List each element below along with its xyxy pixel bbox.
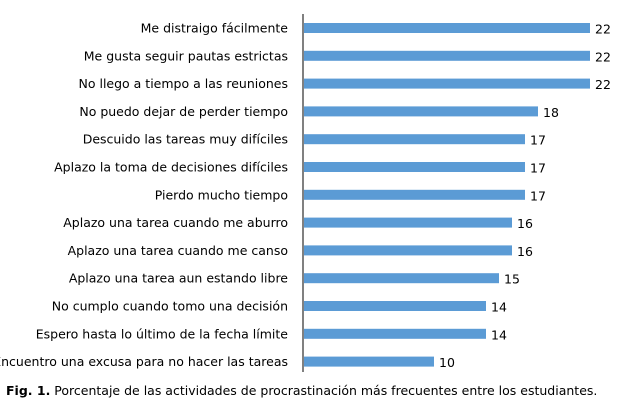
bar-chart: Me distraigo fácilmente 22 Me gusta seguir… (0, 14, 611, 372)
category-label: Aplazo una tarea aun estando libre (69, 271, 288, 286)
bar (304, 217, 512, 228)
category-label: Me distraigo fácilmente (141, 21, 289, 36)
bar (304, 78, 590, 89)
data-label: 18 (543, 105, 559, 120)
data-label: 17 (530, 161, 546, 176)
data-label: 17 (530, 188, 546, 203)
bar (304, 50, 590, 61)
category-label: No llego a tiempo a las reuniones (79, 76, 289, 91)
data-label: 14 (491, 327, 507, 342)
category-label: No puedo dejar de perder tiempo (79, 104, 288, 119)
figure-number: Fig. 1. (6, 383, 51, 398)
data-label: 22 (595, 49, 611, 64)
data-label: 10 (439, 355, 455, 370)
category-label: Descuido las tareas muy difíciles (83, 132, 288, 147)
bar (304, 245, 512, 256)
category-label: Me gusta seguir pautas estrictas (84, 48, 288, 63)
bar (304, 162, 525, 172)
category-label: Encuentro una excusa para no hacer las t… (0, 354, 288, 369)
data-label: 15 (504, 272, 520, 287)
data-label: 17 (530, 133, 546, 148)
figure-caption-text: Porcentaje de las actividades de procras… (50, 383, 598, 398)
bar (304, 23, 590, 33)
bar (304, 106, 538, 117)
bar (304, 301, 486, 311)
bar (304, 189, 525, 200)
data-label: 16 (517, 216, 533, 231)
chart-area: Me distraigo fácilmente 22 Me gusta seguir… (0, 14, 611, 372)
bar (304, 356, 434, 367)
category-label: Pierdo mucho tiempo (155, 187, 288, 202)
data-label: 14 (491, 300, 507, 315)
bar (304, 273, 499, 284)
data-label: 16 (517, 244, 533, 259)
category-label: Espero hasta lo último de la fecha límit… (36, 326, 289, 341)
data-label: 22 (595, 22, 611, 37)
figure-caption: Fig. 1. Porcentaje de las actividades de… (6, 382, 628, 400)
data-label: 22 (595, 77, 611, 92)
bar (304, 134, 525, 145)
category-label: No cumplo cuando tomo una decisión (52, 299, 288, 314)
bar (304, 328, 486, 339)
category-label: Aplazo una tarea cuando me aburro (63, 215, 288, 230)
category-label: Aplazo una tarea cuando me canso (68, 243, 288, 258)
category-label: Aplazo la toma de decisiones difíciles (54, 160, 288, 175)
